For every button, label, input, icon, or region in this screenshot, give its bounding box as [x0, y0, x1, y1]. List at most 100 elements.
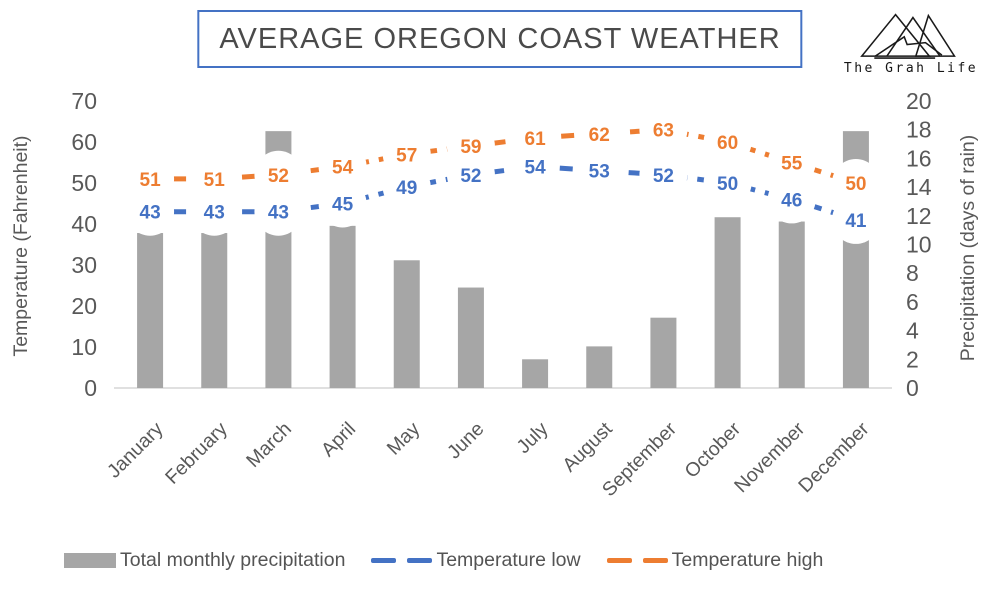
- data-label-temperature-low-august: 53: [589, 162, 610, 183]
- x-axis-label-august: August: [558, 418, 617, 477]
- chart-title: AVERAGE OREGON COAST WEATHER: [219, 22, 781, 55]
- x-axis-label-october: October: [681, 418, 746, 483]
- data-label-temperature-low-january: 43: [140, 203, 161, 224]
- label-halo-temperature-high-august: [575, 109, 624, 158]
- data-label-temperature-low-february: 43: [204, 203, 225, 224]
- plot-area: 01020304050607002468101214161820Temperat…: [10, 88, 979, 501]
- precipitation-bar-swatch-icon: [64, 553, 116, 568]
- label-halo-temperature-high-february: [190, 154, 239, 203]
- label-halo-temperature-low-october: [703, 159, 752, 207]
- legend-label-temperature-low: Temperature low: [436, 549, 581, 571]
- x-axis-label-may: May: [383, 418, 425, 460]
- label-halo-temperature-low-may: [382, 163, 431, 212]
- bar-october: [714, 217, 741, 388]
- legend-item-precipitation: Total monthly precipitation: [64, 549, 345, 572]
- right-axis-tick-8: 8: [906, 260, 919, 286]
- right-axis-tick-4: 4: [906, 318, 919, 344]
- logo: The Grah Life: [836, 4, 986, 76]
- label-halo-temperature-low-august: [575, 146, 624, 195]
- right-axis-tick-20: 20: [906, 88, 932, 114]
- label-halo-temperature-high-march: [254, 150, 303, 199]
- label-halo-temperature-high-november: [767, 138, 816, 187]
- data-label-temperature-low-june: 52: [460, 166, 481, 187]
- data-label-temperature-high-august: 62: [589, 125, 610, 146]
- label-halo-temperature-low-march: [254, 187, 303, 236]
- label-halo-temperature-low-april: [318, 179, 367, 228]
- bar-november: [778, 221, 805, 388]
- legend-label-precipitation: Total monthly precipitation: [120, 549, 346, 571]
- label-halo-temperature-high-october: [703, 118, 752, 166]
- label-halo-temperature-low-september: [639, 150, 688, 199]
- legend-item-temperature-high: Temperature high: [606, 549, 824, 572]
- chart-title-box: AVERAGE OREGON COAST WEATHER: [197, 10, 803, 68]
- legend: Total monthly precipitation Temperature …: [64, 549, 823, 572]
- data-label-temperature-low-december: 41: [845, 211, 867, 232]
- label-halo-temperature-high-june: [446, 122, 495, 171]
- label-halo-temperature-low-november: [767, 175, 816, 224]
- data-label-temperature-high-april: 54: [332, 158, 354, 179]
- data-label-temperature-low-october: 50: [717, 174, 738, 195]
- left-axis-tick-40: 40: [71, 211, 97, 237]
- temperature-low-dash-swatch-icon: [371, 557, 433, 564]
- mountains-icon: [860, 13, 956, 59]
- bar-february: [201, 233, 228, 388]
- data-label-temperature-high-march: 52: [268, 166, 289, 187]
- data-label-temperature-low-september: 52: [653, 166, 674, 187]
- right-axis-tick-14: 14: [906, 174, 932, 200]
- bar-may: [393, 260, 420, 388]
- x-axis-label-january: January: [103, 418, 168, 483]
- data-label-temperature-high-november: 55: [781, 154, 803, 175]
- x-axis-label-june: June: [443, 418, 488, 463]
- label-halo-temperature-high-april: [318, 142, 367, 191]
- right-axis-tick-12: 12: [906, 203, 932, 229]
- right-axis-tick-2: 2: [906, 346, 919, 372]
- data-label-temperature-high-october: 60: [717, 133, 738, 154]
- data-label-temperature-high-december: 50: [845, 174, 866, 195]
- left-axis-tick-30: 30: [71, 252, 97, 278]
- left-axis-tick-10: 10: [71, 334, 97, 360]
- data-label-temperature-low-march: 43: [268, 203, 289, 224]
- bar-september: [650, 317, 677, 388]
- logo-text: The Grah Life: [843, 61, 979, 76]
- right-axis-tick-18: 18: [906, 117, 932, 143]
- data-label-temperature-high-july: 61: [525, 129, 547, 150]
- bar-april: [329, 225, 356, 388]
- x-axis-label-march: March: [242, 418, 296, 472]
- x-axis-label-april: April: [317, 418, 360, 461]
- left-axis-tick-20: 20: [71, 293, 97, 319]
- label-halo-temperature-high-december: [831, 159, 880, 207]
- data-label-temperature-low-november: 46: [781, 190, 802, 211]
- left-axis-tick-50: 50: [71, 170, 97, 196]
- legend-label-temperature-high: Temperature high: [671, 549, 824, 571]
- left-axis-tick-70: 70: [71, 88, 97, 114]
- label-halo-temperature-low-december: [831, 195, 880, 244]
- legend-item-temperature-low: Temperature low: [371, 549, 581, 572]
- right-axis-tick-10: 10: [906, 232, 932, 258]
- bar-june: [457, 287, 484, 388]
- x-axis-label-february: February: [161, 418, 232, 489]
- data-label-temperature-high-january: 51: [140, 170, 162, 191]
- data-label-temperature-high-february: 51: [204, 170, 226, 191]
- bar-august: [586, 346, 613, 388]
- label-halo-temperature-high-september: [639, 105, 688, 154]
- right-axis-tick-0: 0: [906, 375, 919, 401]
- right-axis-tick-16: 16: [906, 145, 932, 171]
- x-axis-label-july: July: [513, 418, 553, 458]
- bar-july: [522, 359, 549, 388]
- temperature-high-dash-swatch-icon: [606, 557, 668, 564]
- data-label-temperature-low-may: 49: [396, 178, 417, 199]
- right-axis-tick-6: 6: [906, 289, 919, 315]
- label-halo-temperature-high-july: [511, 113, 560, 162]
- data-label-temperature-high-september: 63: [653, 121, 674, 142]
- data-label-temperature-high-may: 57: [396, 145, 417, 166]
- label-halo-temperature-low-february: [190, 187, 239, 236]
- label-halo-temperature-high-january: [126, 154, 175, 203]
- left-axis-tick-0: 0: [84, 375, 97, 401]
- left-axis-tick-60: 60: [71, 129, 97, 155]
- left-axis-title: Temperature (Fahrenheit): [10, 135, 32, 356]
- x-axis-label-december: December: [794, 418, 874, 498]
- data-label-temperature-low-july: 54: [525, 158, 547, 179]
- label-halo-temperature-low-january: [126, 187, 175, 236]
- data-label-temperature-low-april: 45: [332, 195, 354, 216]
